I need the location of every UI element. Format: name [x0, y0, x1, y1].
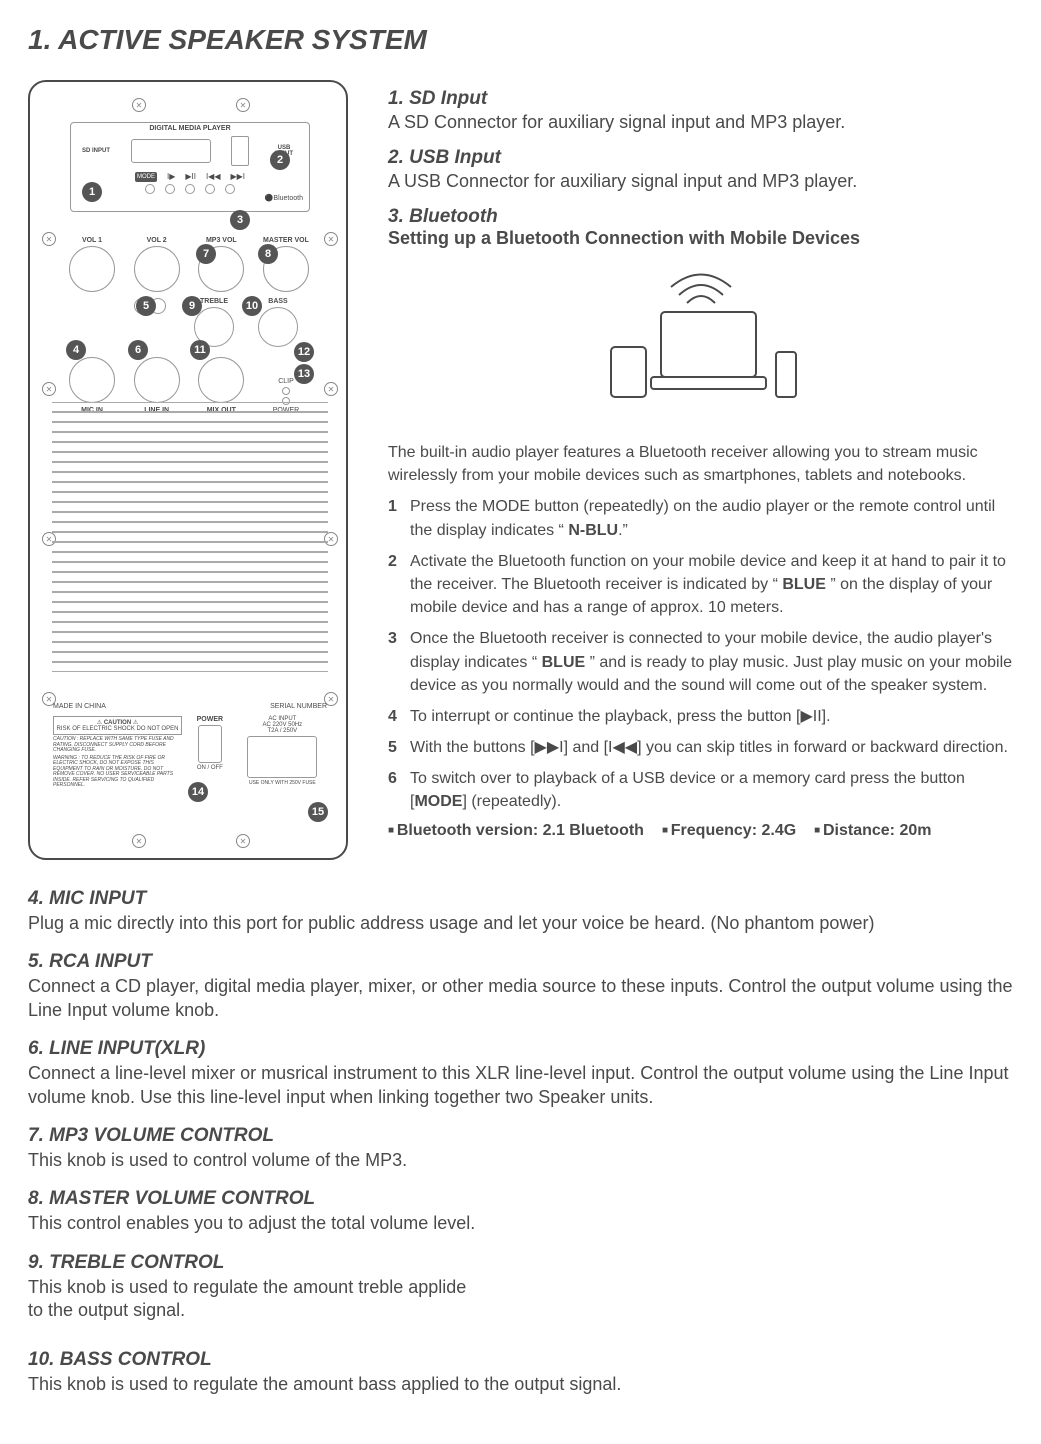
- master-vol-title: 8. MASTER VOLUME CONTROL: [28, 1188, 1013, 1210]
- usb-input-title: 2. USB Input: [388, 147, 1013, 169]
- grille: [52, 402, 328, 682]
- mp3-vol-body: This knob is used to control volume of t…: [28, 1149, 1013, 1172]
- master-vol-body: This control enables you to adjust the t…: [28, 1212, 1013, 1235]
- callout-4: 4: [66, 340, 86, 360]
- rear-panel-diagram: DIGITAL MEDIA PLAYER SD INPUT USB INPUT …: [28, 80, 348, 860]
- sd-input-body: A SD Connector for auxiliary signal inpu…: [388, 112, 1013, 133]
- line-input-body: Connect a line-level mixer or musrical i…: [28, 1062, 1013, 1109]
- bluetooth-illustration: [581, 257, 821, 427]
- treble-title: 9. TREBLE CONTROL: [28, 1252, 1013, 1274]
- callout-5: 5: [136, 296, 156, 316]
- sd-input-title: 1. SD Input: [388, 88, 1013, 110]
- bt-intro: The built-in audio player features a Blu…: [388, 441, 1013, 487]
- bass-body: This knob is used to regulate the amount…: [28, 1373, 1013, 1396]
- callout-3: 3: [230, 210, 250, 230]
- callout-15: 15: [308, 802, 328, 822]
- bt-subhead: Setting up a Bluetooth Connection with M…: [388, 228, 1013, 249]
- bt-steps: 1Press the MODE button (repeatedly) on t…: [388, 495, 1013, 813]
- bt-footer: Bluetooth version: 2.1 Bluetooth Frequen…: [388, 822, 1013, 840]
- rca-input-title: 5. RCA INPUT: [28, 951, 1013, 973]
- right-column: 1. SD Input A SD Connector for auxiliary…: [388, 80, 1013, 860]
- dmp-title: DIGITAL MEDIA PLAYER: [71, 125, 309, 132]
- sd-label: SD INPUT: [81, 148, 111, 154]
- callout-1: 1: [82, 182, 102, 202]
- bt-version: Bluetooth version: 2.1 Bluetooth: [388, 822, 644, 840]
- mic-input-title: 4. MIC INPUT: [28, 888, 1013, 910]
- callout-8: 8: [258, 244, 278, 264]
- callout-7: 7: [196, 244, 216, 264]
- page-title: 1. ACTIVE SPEAKER SYSTEM: [28, 24, 1013, 56]
- serial-label: SERIAL NUMBER: [270, 703, 327, 710]
- bt-title: 3. Bluetooth: [388, 206, 1013, 228]
- made-in-label: MADE IN CHINA: [53, 703, 106, 710]
- callout-11: 11: [190, 340, 210, 360]
- bt-dist: Distance: 20m: [814, 822, 931, 840]
- callout-2: 2: [270, 150, 290, 170]
- callout-14: 14: [188, 782, 208, 802]
- bt-freq: Frequency: 2.4G: [662, 822, 796, 840]
- mp3-vol-title: 7. MP3 VOLUME CONTROL: [28, 1125, 1013, 1147]
- mode-button: MODE: [135, 172, 157, 182]
- treble-body: This knob is used to regulate the amount…: [28, 1276, 1013, 1323]
- mic-input-body: Plug a mic directly into this port for p…: [28, 912, 1013, 935]
- callout-13: 13: [294, 364, 314, 384]
- bluetooth-label: ⚫Bluetooth: [71, 194, 309, 202]
- bass-title: 10. BASS CONTROL: [28, 1349, 1013, 1371]
- lower-sections: 4. MIC INPUT Plug a mic directly into th…: [28, 888, 1013, 1396]
- power-block: MADE IN CHINA SERIAL NUMBER ⚠ CAUTION ⚠ …: [52, 702, 328, 822]
- callout-12: 12: [294, 342, 314, 362]
- line-input-title: 6. LINE INPUT(XLR): [28, 1038, 1013, 1060]
- rca-input-body: Connect a CD player, digital media playe…: [28, 975, 1013, 1022]
- usb-input-body: A USB Connector for auxiliary signal inp…: [388, 171, 1013, 192]
- callout-6: 6: [128, 340, 148, 360]
- callout-10: 10: [242, 296, 262, 316]
- callout-9: 9: [182, 296, 202, 316]
